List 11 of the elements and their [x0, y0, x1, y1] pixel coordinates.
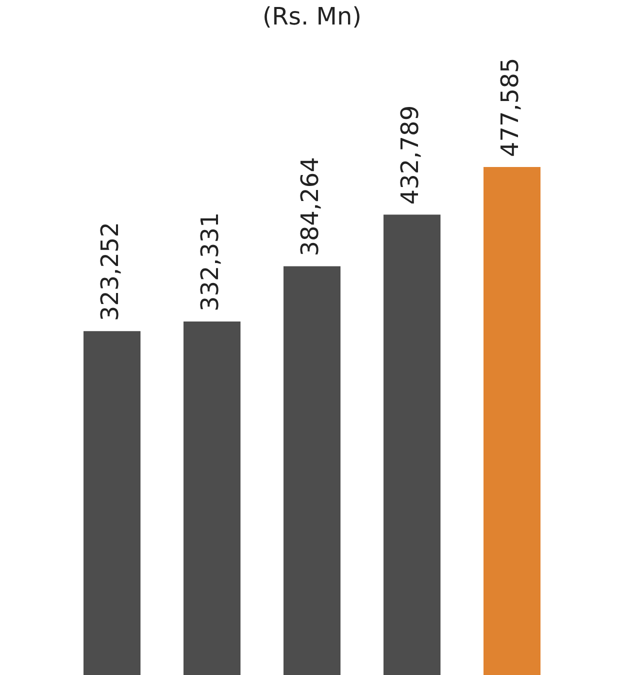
bar [384, 214, 440, 675]
data-label: 477,585 [496, 58, 524, 158]
data-label: 432,789 [396, 105, 424, 205]
data-label: 384,264 [296, 157, 324, 256]
bar [184, 322, 240, 675]
chart-title: (Rs. Mn) [262, 2, 362, 31]
bar [84, 331, 140, 675]
bar [284, 266, 340, 675]
data-label: 323,252 [96, 222, 124, 322]
data-label: 332,331 [196, 212, 224, 312]
bar [484, 167, 540, 675]
